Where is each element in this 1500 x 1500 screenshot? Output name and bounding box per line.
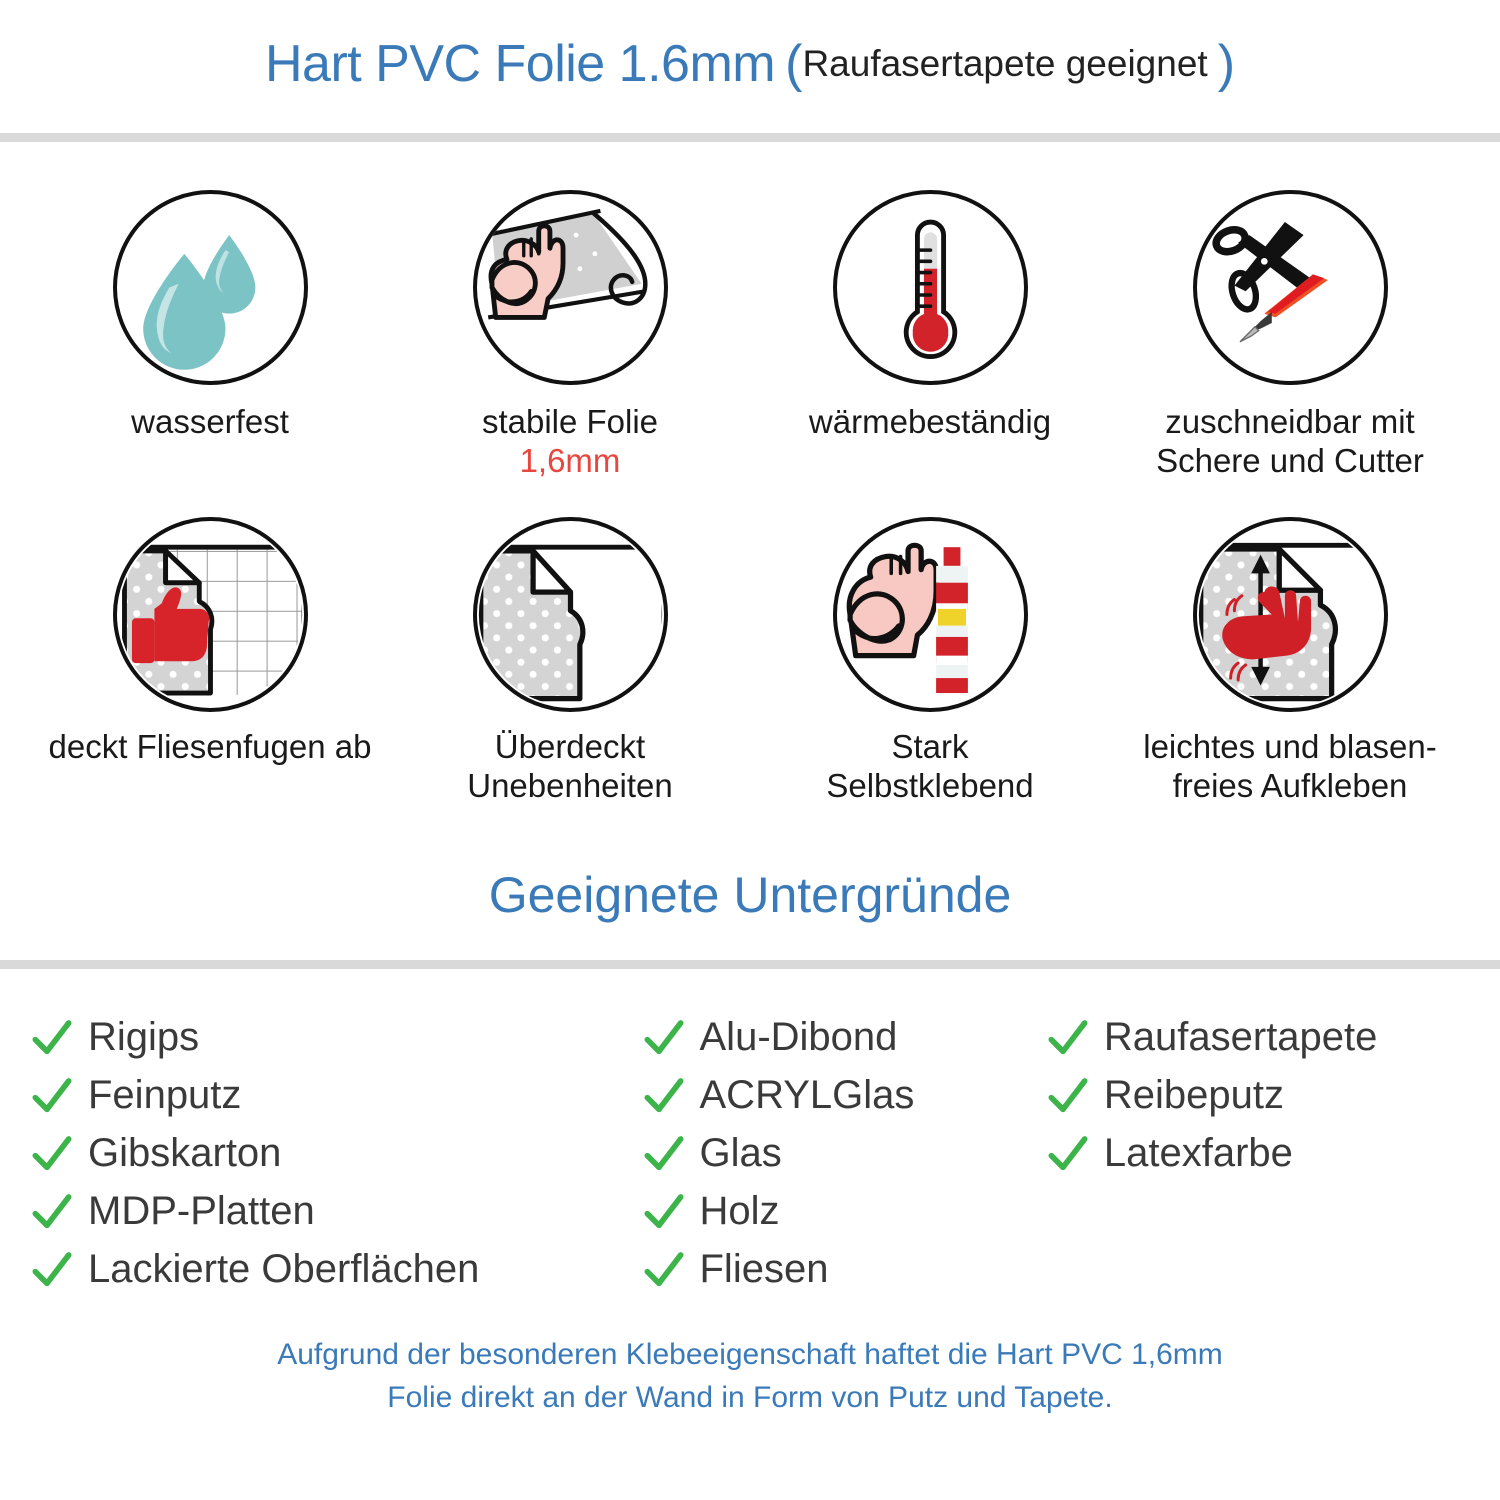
list-item: Raufasertapete — [1046, 1009, 1470, 1067]
strong-arm-glue-tube-icon — [832, 516, 1028, 712]
check-icon — [30, 1250, 74, 1290]
list-item: Lackierte Oberflächen — [30, 1241, 642, 1299]
list-item: Gibskarton — [30, 1125, 642, 1183]
check-icon — [30, 1192, 74, 1232]
feature-blasenfreies-aufkleben: leichtes und blasen- freies Aufkleben — [1110, 516, 1470, 806]
list-item-label: MDP-Platten — [88, 1189, 315, 1234]
feature-zuschneidbar: zuschneidbar mit Schere und Cutter — [1110, 190, 1470, 481]
check-icon — [642, 1076, 686, 1116]
check-icon — [642, 1250, 686, 1290]
feature-ueberdeckt-unebenheiten: Überdeckt Unebenheiten — [390, 516, 750, 806]
check-icon — [642, 1018, 686, 1058]
feature-label: leichtes und blasen- freies Aufkleben — [1143, 727, 1437, 804]
checklist-column-2: Alu-Dibond ACRYLGlas Glas Holz Fliesen — [642, 1009, 1046, 1299]
list-item: ACRYLGlas — [642, 1067, 1046, 1125]
thermometer-icon — [832, 190, 1028, 385]
feature-row-2: deckt Fliesenfugen ab — [0, 481, 1500, 806]
list-item-label: Alu-Dibond — [699, 1015, 898, 1060]
list-item-label: Reibeputz — [1103, 1073, 1285, 1118]
check-icon — [30, 1134, 74, 1174]
feature-label: wasserfest — [131, 403, 289, 440]
list-item-label: Lackierte Oberflächen — [88, 1247, 480, 1292]
list-item: Reibeputz — [1046, 1067, 1470, 1125]
list-item-label: Glas — [699, 1131, 782, 1176]
feature-label: wärmebeständig — [808, 403, 1052, 440]
feature-label: Überdeckt Unebenheiten — [467, 727, 673, 804]
title-paren-close: ) — [1217, 34, 1236, 93]
checklist-column-1: Rigips Feinputz Gibskarton MDP-Platten L… — [30, 1009, 642, 1299]
footer-note: Aufgrund der besonderen Klebeeigenschaft… — [0, 1333, 1500, 1420]
section-heading-untergruende: Geeignete Untergründe — [488, 866, 1012, 923]
feature-label: stabile Folie — [481, 403, 659, 440]
list-item-label: Holz — [699, 1189, 780, 1234]
list-item-label: Latexfarbe — [1103, 1131, 1293, 1176]
divider-middle — [0, 959, 1500, 969]
check-icon — [1046, 1018, 1090, 1058]
list-item: MDP-Platten — [30, 1183, 642, 1241]
feature-label: zuschneidbar mit Schere und Cutter — [1156, 403, 1424, 479]
list-item-label: Feinputz — [88, 1073, 242, 1118]
check-icon — [642, 1134, 686, 1174]
list-item: Alu-Dibond — [642, 1009, 1046, 1067]
suitable-surfaces-list: Rigips Feinputz Gibskarton MDP-Platten L… — [0, 969, 1500, 1299]
feature-stark-selbstklebend: Stark Selbstklebend — [750, 516, 1110, 806]
list-item-label: Fliesen — [699, 1247, 829, 1292]
list-item: Rigips — [30, 1009, 642, 1067]
feature-row-1: wasserfest — [0, 142, 1500, 481]
divider-top — [0, 133, 1500, 142]
check-icon — [30, 1076, 74, 1116]
water-drops-icon — [112, 190, 308, 385]
list-item: Fliesen — [642, 1241, 1046, 1299]
film-peel-corner-icon — [472, 516, 668, 712]
list-item: Holz — [642, 1183, 1046, 1241]
feature-sublabel-thickness: 1,6mm — [519, 441, 621, 479]
page-title-main: Hart PVC Folie 1.6mm — [264, 34, 776, 93]
list-item: Latexfarbe — [1046, 1125, 1470, 1183]
title-paren-open: ( — [785, 34, 803, 93]
list-item-label: Gibskarton — [88, 1131, 282, 1176]
footer-line-1: Aufgrund der besonderen Klebeeigenschaft… — [277, 1337, 1223, 1371]
list-item-label: ACRYLGlas — [699, 1073, 915, 1118]
feature-deckt-fliesenfugen: deckt Fliesenfugen ab — [30, 516, 390, 806]
check-icon — [1046, 1134, 1090, 1174]
feature-stabile-folie: stabile Folie 1,6mm — [390, 190, 750, 481]
page-title: Hart PVC Folie 1.6mm ( Raufasertapete ge… — [0, 0, 1500, 133]
list-item: Glas — [642, 1125, 1046, 1183]
list-item: Feinputz — [30, 1067, 642, 1125]
strong-arm-film-roll-icon — [472, 190, 668, 385]
footer-line-2: Folie direkt an der Wand in Form von Put… — [387, 1381, 1113, 1415]
list-item-label: Rigips — [88, 1015, 200, 1060]
list-item-label: Raufasertapete — [1103, 1015, 1378, 1060]
check-icon — [642, 1192, 686, 1232]
page-title-sub: Raufasertapete geeignet — [802, 42, 1208, 84]
feature-label: deckt Fliesenfugen ab — [48, 727, 372, 765]
hand-smoothing-film-icon — [1192, 516, 1388, 712]
feature-wasserfest: wasserfest — [30, 190, 390, 481]
feature-waermebestaendig: wärmebeständig — [750, 190, 1110, 481]
check-icon — [30, 1018, 74, 1058]
thumbs-up-tile-joints-icon — [112, 516, 308, 712]
scissors-cutter-icon — [1192, 190, 1388, 385]
feature-label: Stark Selbstklebend — [826, 727, 1034, 804]
checklist-column-3: Raufasertapete Reibeputz Latexfarbe — [1046, 1009, 1470, 1183]
check-icon — [1046, 1076, 1090, 1116]
